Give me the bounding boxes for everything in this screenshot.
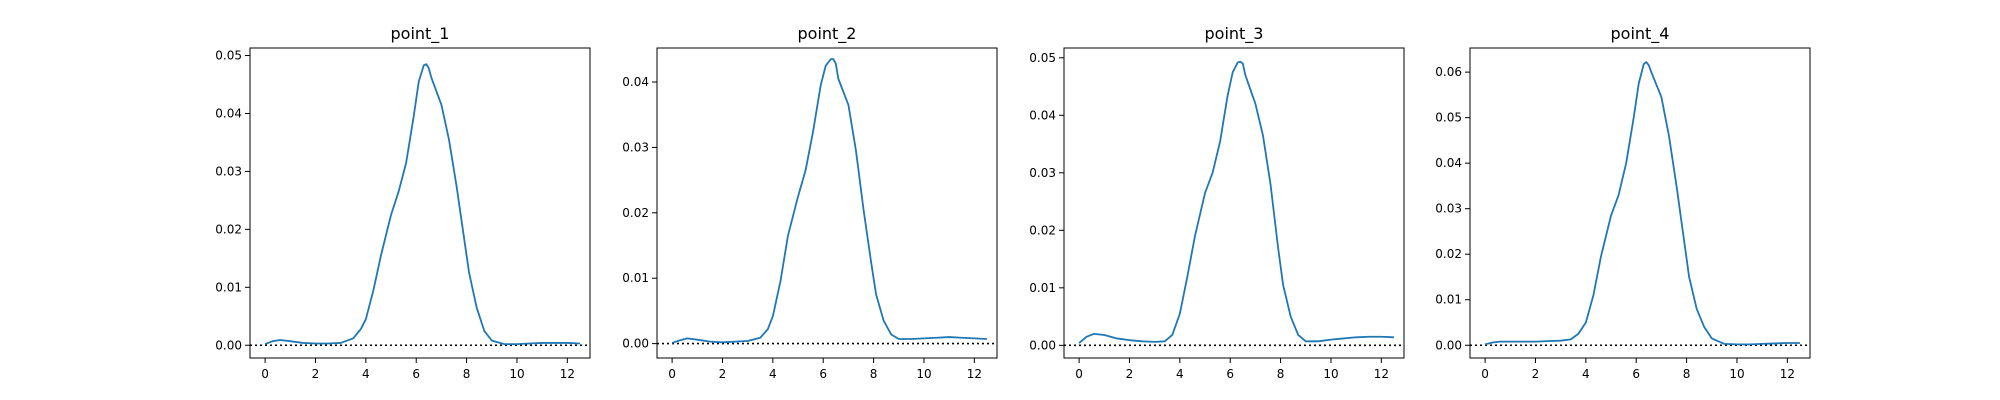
x-tick-label: 0 [668,367,676,381]
y-tick-label: 0.04 [1435,156,1462,170]
x-tick-label: 10 [509,367,524,381]
y-tick-label: 0.04 [1029,108,1056,122]
y-tick-label: 0.04 [622,75,649,89]
x-tick-label: 6 [819,367,827,381]
chart-title: point_1 [391,24,450,44]
y-tick-label: 0.03 [1029,166,1056,180]
subplot-point-4: point_4 0 2 4 6 8 10 12 0.00 0.01 0.02 0.03 0.04 0.05… [1435,24,1811,381]
y-tick-label: 0.00 [215,338,242,352]
series-line [264,63,580,345]
axes-frame [249,47,591,359]
x-tick-label: 10 [1729,367,1744,381]
axes-frame [656,47,998,359]
y-tick-label: 0.01 [215,280,242,294]
y-tick-label: 0.00 [622,337,649,351]
y-tick-label: 0.03 [1435,202,1462,216]
x-tick-label: 4 [769,367,777,381]
y-tick-label: 0.01 [622,271,649,285]
x-tick-label: 12 [1780,367,1795,381]
chart-title: point_4 [1611,24,1670,44]
y-tick-label: 0.02 [622,206,649,220]
x-tick-label: 8 [1683,367,1691,381]
y-tick-label: 0.06 [1435,65,1462,79]
x-tick-label: 0 [261,367,269,381]
x-tick-label: 0 [1481,367,1489,381]
x-tick-label: 4 [362,367,370,381]
y-tick-label: 0.00 [1435,338,1462,352]
x-tick-label: 6 [1632,367,1640,381]
chart-title: point_3 [1205,24,1264,44]
x-tick-label: 8 [1277,367,1285,381]
y-tick-label: 0.04 [215,106,242,120]
x-tick-label: 4 [1582,367,1590,381]
x-tick-label: 12 [560,367,575,381]
y-tick-label: 0.01 [1029,281,1056,295]
subplot-point-2: point_2 0 2 4 6 8 10 12 0.00 0.01 0.02 0.03 0.04 [622,24,998,381]
x-tick-label: 10 [916,367,931,381]
x-tick-label: 6 [1226,367,1234,381]
subplot-point-3: point_3 0 2 4 6 8 10 12 0.00 0.01 0.02 0.03 0.04 0.05 [1029,24,1405,381]
x-tick-label: 10 [1323,367,1338,381]
series-line [671,58,987,344]
y-tick-label: 0.03 [622,140,649,154]
y-tick-label: 0.02 [215,222,242,236]
y-tick-label: 0.02 [1435,247,1462,261]
axes-frame [1469,47,1811,359]
x-tick-label: 8 [463,367,471,381]
x-tick-label: 2 [1532,367,1540,381]
x-tick-label: 4 [1176,367,1184,381]
x-tick-label: 6 [412,367,420,381]
series-line [1484,61,1800,346]
y-tick-label: 0.01 [1435,293,1462,307]
y-tick-label: 0.05 [215,49,242,63]
y-tick-label: 0.03 [215,164,242,178]
x-tick-label: 0 [1075,367,1083,381]
axes-frame [1063,47,1405,359]
subplot-point-1: point_1 0 2 4 6 8 10 12 0.00 0.01 0.02 0.03 0.04 0.05 [215,24,591,381]
y-tick-label: 0.05 [1435,111,1462,125]
x-tick-label: 12 [967,367,982,381]
y-tick-label: 0.00 [1029,338,1056,352]
x-tick-label: 2 [719,367,727,381]
x-tick-label: 12 [1374,367,1389,381]
chart-title: point_2 [798,24,857,44]
y-tick-label: 0.02 [1029,223,1056,237]
y-tick-label: 0.05 [1029,51,1056,65]
series-line [1078,60,1394,344]
x-tick-label: 2 [1126,367,1134,381]
x-tick-label: 8 [870,367,878,381]
x-tick-label: 2 [312,367,320,381]
